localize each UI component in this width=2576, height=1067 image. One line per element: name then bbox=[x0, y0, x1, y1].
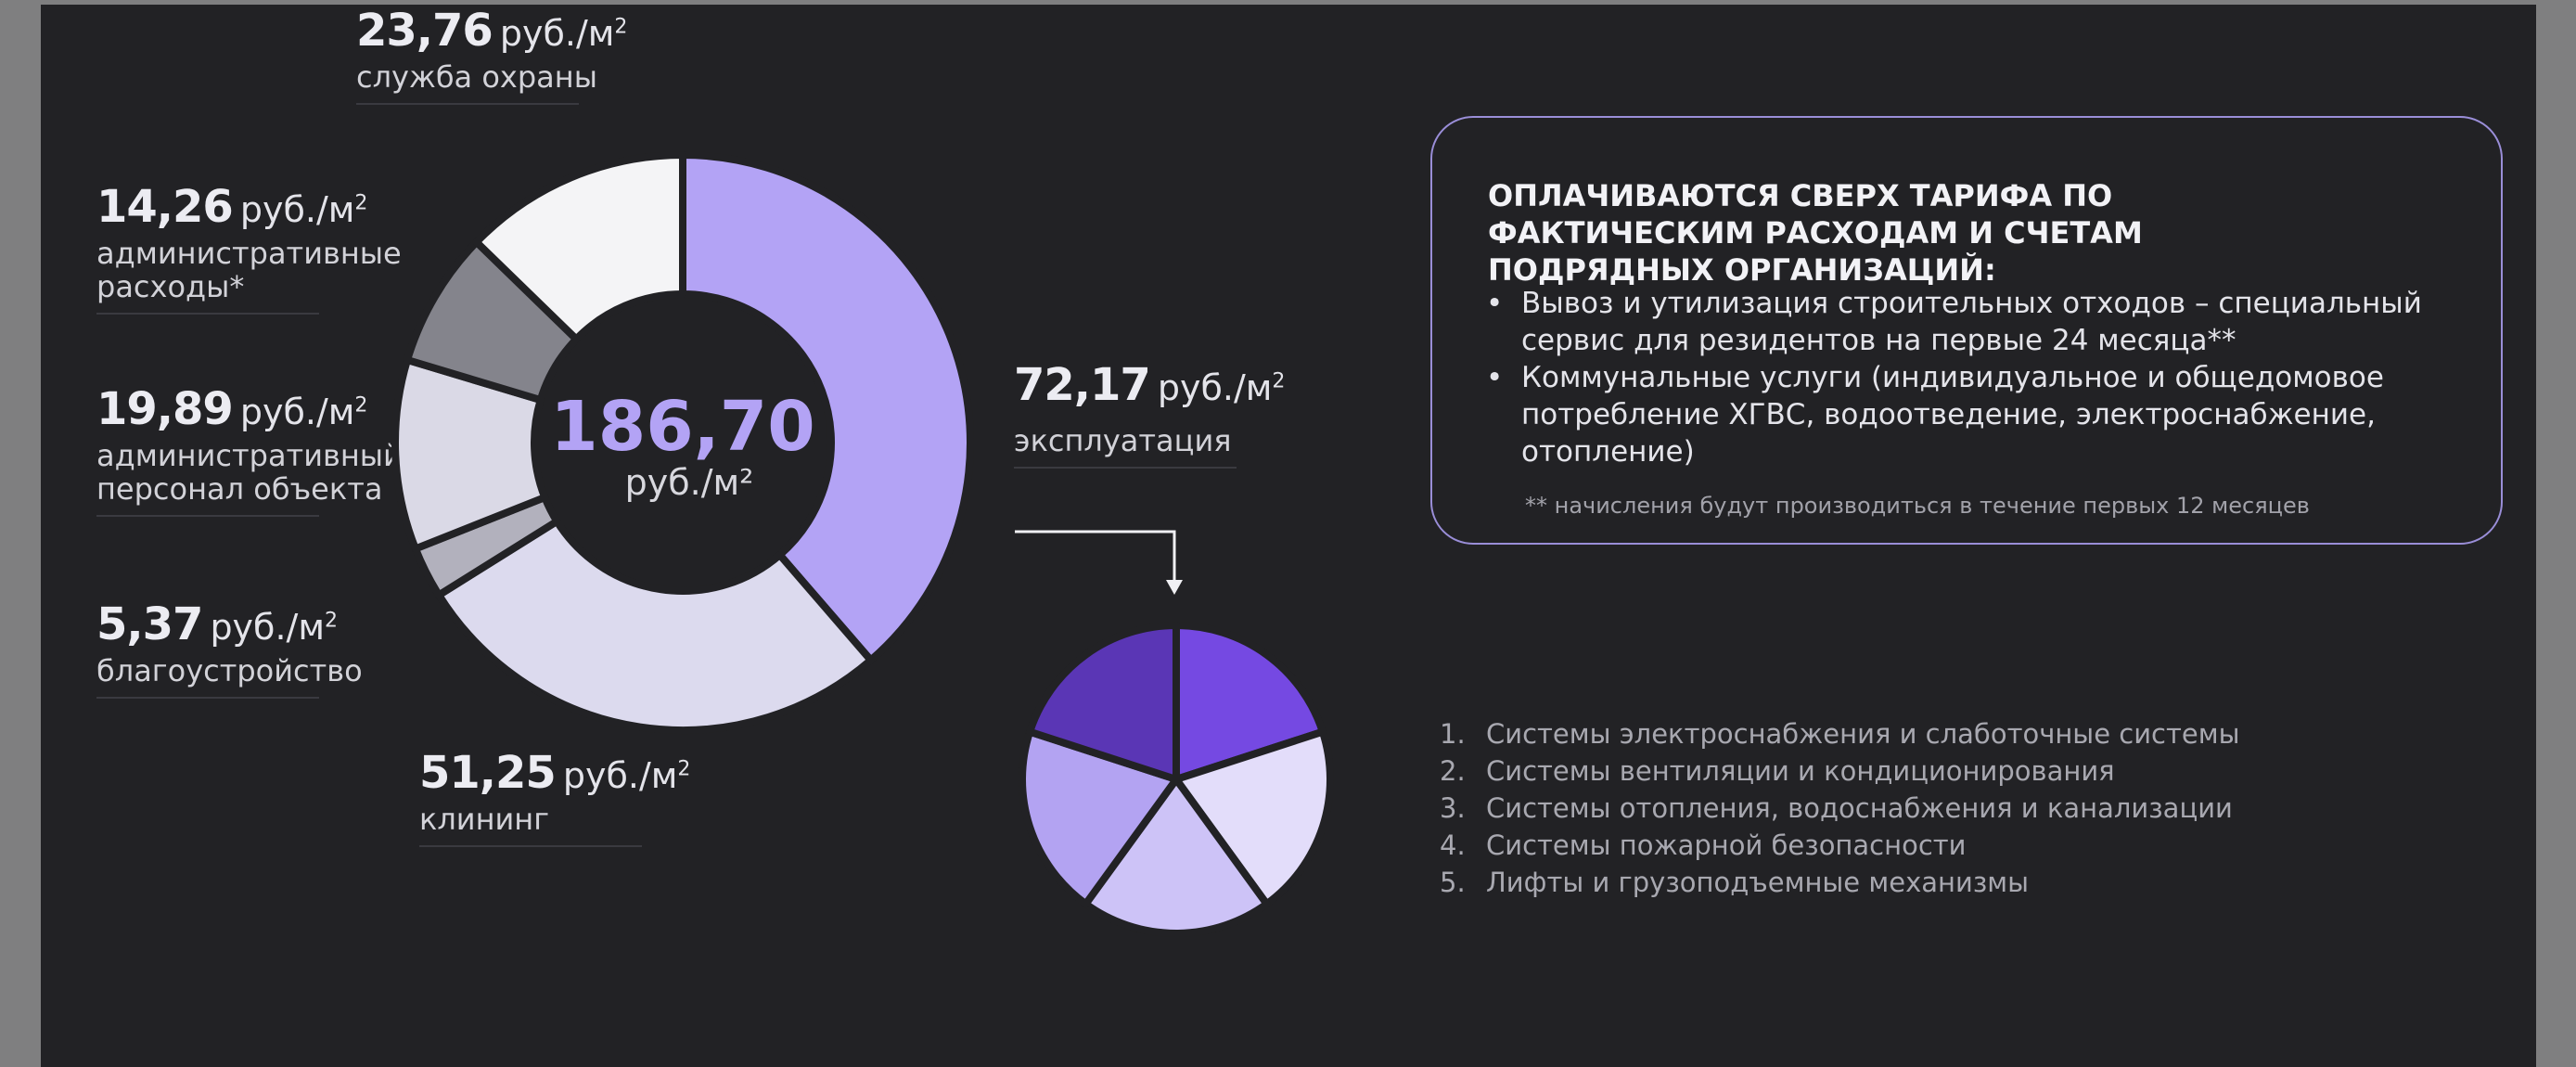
charts-canvas: 186,70 руб./м² bbox=[391, 151, 1335, 937]
divider bbox=[419, 845, 642, 847]
systems-pie-slice-2 bbox=[1173, 727, 1335, 908]
systems-pie-chart bbox=[1018, 622, 1335, 937]
description: клининг bbox=[419, 802, 550, 837]
value: 5,37 bbox=[96, 598, 203, 650]
label-operation: 72,17 руб./м2 эксплуатация bbox=[1014, 359, 1285, 469]
connector-arrowhead bbox=[1166, 580, 1183, 595]
list-item: 3. Системы отопления, водоснабжения и кан… bbox=[1440, 792, 2233, 824]
systems-pie-slice-3 bbox=[1082, 776, 1271, 937]
unit: руб./м2 bbox=[1157, 367, 1286, 408]
systems-pie-slice-5 bbox=[1026, 622, 1180, 783]
unit: руб./м2 bbox=[562, 755, 691, 796]
divider bbox=[1014, 467, 1237, 469]
slide: 23,76 руб./м2 служба охраны 14,26 руб./м2 … bbox=[41, 5, 2536, 1067]
systems-pie-slice-4 bbox=[1018, 727, 1180, 908]
unit: руб./м2 bbox=[210, 607, 339, 648]
info-bullet: Коммунальные услуги (индивидуальное и об… bbox=[1486, 359, 2479, 470]
donut-slice-2 bbox=[435, 517, 875, 734]
donut-center-unit: руб./м² bbox=[625, 462, 754, 503]
description: эксплуатация bbox=[1014, 423, 1232, 458]
divider bbox=[96, 515, 319, 517]
value: 51,25 bbox=[419, 747, 557, 799]
list-item: 2. Системы вентиляции и кондиционирования bbox=[1440, 755, 2115, 787]
connector-arrow-line bbox=[1015, 530, 1176, 582]
info-bullet-list: Вывоз и утилизация строительных отходов … bbox=[1486, 285, 2479, 470]
value: 14,26 bbox=[96, 181, 234, 233]
label-security: 23,76 руб./м2 служба охраны bbox=[356, 5, 627, 105]
value: 19,89 bbox=[96, 383, 234, 435]
unit: руб./м2 bbox=[239, 392, 368, 432]
description: служба охраны bbox=[356, 59, 597, 95]
value: 23,76 bbox=[356, 5, 493, 57]
description: административные расходы* bbox=[96, 236, 402, 304]
value: 72,17 bbox=[1014, 359, 1151, 411]
description: благоустройство bbox=[96, 653, 363, 688]
info-footnote: ** начисления будут производиться в тече… bbox=[1525, 493, 2310, 519]
label-landscaping: 5,37 руб./м2 благоустройство bbox=[96, 598, 363, 699]
divider bbox=[356, 103, 579, 105]
donut-slice-6 bbox=[472, 151, 686, 343]
description: административный персонал объекта bbox=[96, 438, 403, 507]
divider bbox=[96, 697, 319, 699]
info-box: ОПЛАЧИВАЮТСЯ СВЕРХ ТАРИФА ПО ФАКТИЧЕСКИМ… bbox=[1430, 116, 2503, 545]
info-title: ОПЛАЧИВАЮТСЯ СВЕРХ ТАРИФА ПО ФАКТИЧЕСКИМ… bbox=[1488, 178, 2143, 288]
label-admin-staff: 19,89 руб./м2 административный персонал о… bbox=[96, 383, 403, 517]
divider bbox=[96, 313, 319, 315]
label-admin-expenses: 14,26 руб./м2 административные расходы* bbox=[96, 181, 402, 315]
systems-list: 1. Системы электроснабжения и слаботочные… bbox=[1440, 715, 2240, 901]
unit: руб./м2 bbox=[499, 13, 628, 54]
donut-chart bbox=[391, 151, 974, 734]
donut-slice-1 bbox=[679, 151, 974, 664]
list-item: 4. Системы пожарной безопасности bbox=[1440, 829, 1967, 861]
list-item: 1. Системы электроснабжения и слаботочные… bbox=[1440, 718, 2240, 750]
label-cleaning: 51,25 руб./м2 клининг bbox=[419, 747, 690, 847]
donut-center-value: 186,70 bbox=[550, 387, 815, 467]
info-bullet: Вывоз и утилизация строительных отходов … bbox=[1486, 285, 2479, 359]
unit: руб./м2 bbox=[239, 189, 368, 230]
list-item: 5. Лифты и грузоподъемные механизмы bbox=[1440, 867, 2030, 898]
